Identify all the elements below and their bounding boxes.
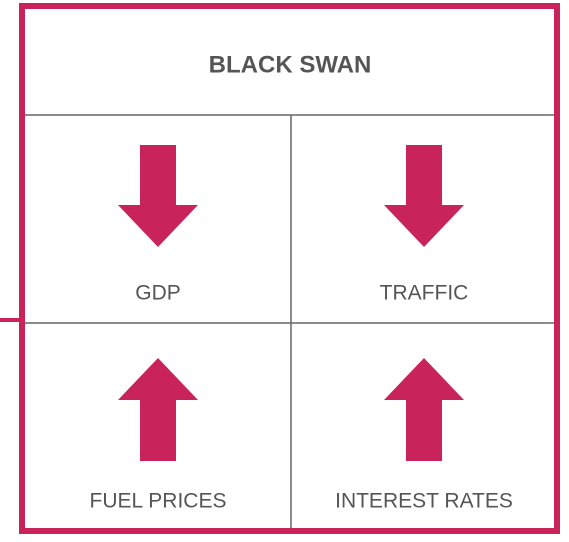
arrow-up: [118, 358, 198, 461]
arrow-down: [384, 145, 464, 247]
arrow-up: [384, 358, 464, 461]
frame: [19, 3, 560, 534]
cell-label: TRAFFIC: [380, 282, 469, 305]
cell-label: GDP: [135, 282, 181, 305]
cell-label: FUEL PRICES: [90, 490, 227, 513]
title: BLACK SWAN: [209, 51, 372, 78]
arrow-down: [118, 145, 198, 247]
cell-label: INTEREST RATES: [335, 490, 513, 513]
